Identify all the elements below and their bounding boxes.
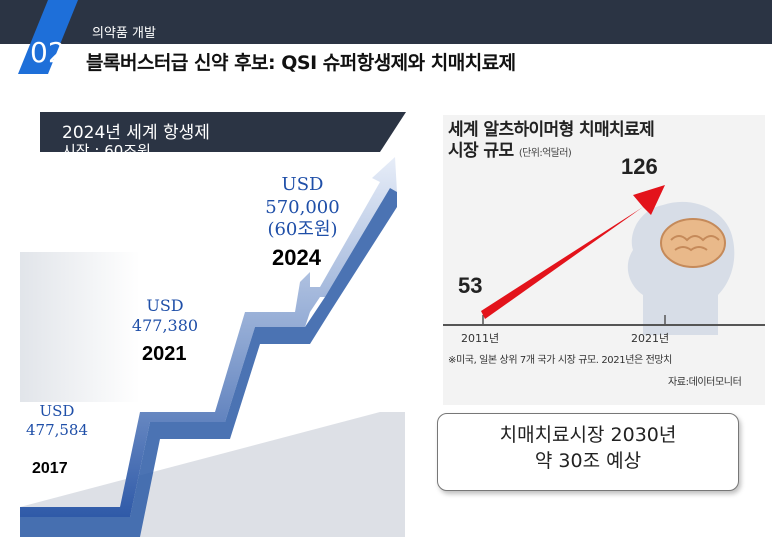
callout-line-2: 약 30조 예상 (534, 449, 642, 472)
year-2021: 2021 (142, 343, 187, 365)
pills-image (20, 252, 140, 402)
antibiotic-market-graphic (20, 157, 405, 537)
usd-value: 477,584 (25, 420, 89, 439)
x-start-label: 2011년 (461, 332, 500, 345)
start-value: 53 (458, 273, 483, 298)
title-line-1: 세계 알츠하이머형 치매치료제 (448, 120, 655, 140)
title-line-2-text: 시장 규모 (448, 141, 514, 162)
unit-label: (단위:억달러) (518, 148, 572, 160)
dementia-chart-svg (443, 185, 765, 335)
callout-line-1: 치매치료시장 2030년 (499, 424, 677, 446)
chart-source: 자료:데이터모니터 (668, 377, 742, 388)
usd-value: 477,380 (131, 316, 199, 335)
x-end-label: 2021년 (631, 332, 670, 345)
usd-2024: USD 570,000 (60조원) (255, 174, 350, 242)
section-number: 02 (30, 36, 66, 69)
antibiotic-title: 2024년 세계 항생제 (62, 123, 210, 143)
title-line-2: 시장 규모 (단위:억달러) (448, 141, 654, 162)
year-2024: 2024 (272, 245, 321, 270)
usd-label: USD (39, 402, 75, 420)
page-title: 블록버스터급 신약 후보: QSI 슈퍼항생제와 치매치료제 (86, 52, 516, 74)
usd-2017: USD 477,584 (22, 402, 92, 440)
antibiotic-subtitle: 시장 : 60조원 (62, 142, 151, 152)
brain-icon (660, 218, 726, 268)
chart-footnote: ※미국, 일본 상위 7개 국가 시장 규모. 2021년은 전망치 (448, 355, 672, 366)
year-2017: 2017 (32, 460, 68, 477)
section-number-badge (18, 0, 78, 74)
usd-value: 570,000 (265, 196, 340, 218)
usd-2021: USD 477,380 (125, 296, 205, 336)
title-band (78, 44, 772, 74)
dementia-chart-title: 세계 알츠하이머형 치매치료제 시장 규모 (단위:억달러) (448, 120, 655, 163)
krw-value: (60조원) (267, 219, 338, 240)
end-value: 126 (621, 154, 658, 179)
left-title-bar (40, 112, 406, 152)
dementia-forecast-callout: 치매치료시장 2030년 약 30조 예상 (437, 413, 739, 491)
header-bar (0, 0, 772, 44)
growth-arrow (481, 185, 665, 319)
usd-label: USD (281, 174, 324, 195)
usd-label: USD (146, 296, 184, 315)
section-label: 의약품 개발 (92, 26, 156, 41)
